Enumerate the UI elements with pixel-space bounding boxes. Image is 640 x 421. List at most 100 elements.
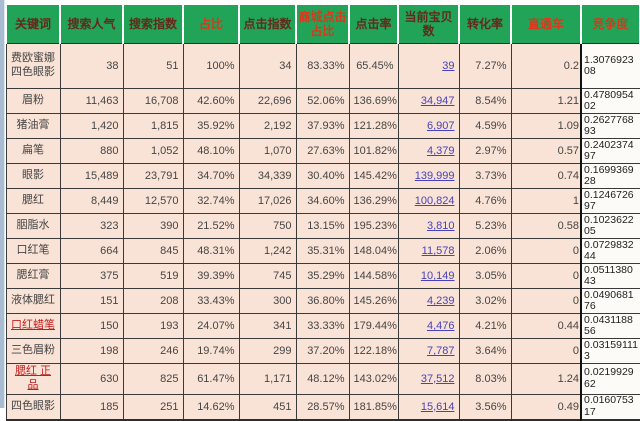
- cell-ratio: 35.92%: [182, 113, 240, 139]
- cell-items: 7,787: [397, 338, 460, 364]
- cell-search_idx: 519: [122, 263, 184, 289]
- item-count-link[interactable]: 100,824: [414, 195, 455, 207]
- cell-ctr: 145.42%: [348, 163, 399, 189]
- cell-search_pop: 150: [59, 313, 124, 339]
- keyword-link[interactable]: 口红蜡笔: [11, 319, 55, 332]
- cell-ratio: 42.60%: [182, 88, 240, 114]
- cell-search_idx: 1,052: [122, 138, 184, 164]
- item-count-link[interactable]: 4,239: [426, 295, 455, 307]
- item-count-link[interactable]: 7,787: [426, 345, 455, 357]
- item-count-link[interactable]: 3,810: [426, 220, 455, 232]
- table-header: 关键词 搜索人气 搜索指数 占比 点击指数 商城点击占比 点击率 当前宝贝数 转化率 直通车 竞争度: [5, 3, 640, 44]
- cell-mall_ratio: 35.29%: [295, 263, 350, 289]
- cell-click_idx: 451: [238, 393, 297, 420]
- cell-cvr: 5.23%: [458, 213, 512, 239]
- cell-competition: 0.051138043: [580, 263, 640, 289]
- cell-ctr: 179.44%: [348, 313, 399, 339]
- cell-search_idx: 193: [122, 313, 184, 339]
- cell-mall_ratio: 13.15%: [295, 213, 350, 239]
- cell-ratio: 32.74%: [182, 188, 240, 214]
- cell-mall_ratio: 28.57%: [295, 393, 350, 420]
- cell-mall_ratio: 37.20%: [295, 338, 350, 364]
- cell-ztc: 0.49: [510, 393, 582, 420]
- column-header-ratio: 占比: [182, 3, 240, 44]
- cell-mall_ratio: 83.33%: [295, 43, 350, 89]
- cell-search_idx: 12,570: [122, 188, 184, 214]
- item-count-link[interactable]: 4,379: [426, 145, 455, 157]
- cell-ztc: 1.09: [510, 113, 582, 139]
- cell-ratio: 48.31%: [182, 238, 240, 264]
- cell-items: 11,578: [397, 238, 460, 264]
- cell-search_idx: 251: [122, 393, 184, 420]
- cell-mall_ratio: 36.80%: [295, 288, 350, 314]
- cell-cvr: 4.21%: [458, 313, 512, 339]
- table-row: 胭脂水 323 390 21.52% 750 13.15% 195.23% 3,810 5.23…: [5, 213, 640, 239]
- cell-ctr: 148.04%: [348, 238, 399, 264]
- cell-keyword: 腮红: [5, 188, 61, 214]
- cell-keyword: 四色眼影: [5, 393, 61, 420]
- item-count-link[interactable]: 37,512: [420, 372, 455, 385]
- column-header-mall_ratio: 商城点击占比: [295, 3, 350, 44]
- cell-ratio: 100%: [182, 43, 240, 89]
- column-header-items: 当前宝贝数: [397, 3, 460, 44]
- table-row: 眉粉 11,463 16,708 42.60% 22,696 52.06% 136.69% 3…: [5, 88, 640, 114]
- cell-click_idx: 1,171: [238, 363, 297, 395]
- cell-competition: 0.169936928: [580, 163, 640, 189]
- item-count-link[interactable]: 34,947: [420, 95, 455, 107]
- cell-cvr: 3.64%: [458, 338, 512, 364]
- table-row: 四色眼影 185 251 14.62% 451 28.57% 181.85% 15,614 3.…: [5, 393, 640, 420]
- cell-ratio: 14.62%: [182, 393, 240, 420]
- column-header-competition: 竞争度: [580, 3, 640, 44]
- cell-cvr: 3.73%: [458, 163, 512, 189]
- cell-click_idx: 22,696: [238, 88, 297, 114]
- cell-mall_ratio: 33.33%: [295, 313, 350, 339]
- column-header-ctr: 点击率: [348, 3, 399, 44]
- cell-cvr: 3.56%: [458, 393, 512, 420]
- cell-keyword: 扁笔: [5, 138, 61, 164]
- cell-search_pop: 323: [59, 213, 124, 239]
- cell-competition: 0.124672697: [580, 188, 640, 214]
- cell-ztc: 1.21: [510, 88, 582, 114]
- cell-cvr: 4.76%: [458, 188, 512, 214]
- item-count-link[interactable]: 139,999: [414, 170, 455, 182]
- table-row: 腮红膏 375 519 39.39% 745 35.29% 144.58% 10,149 3.0…: [5, 263, 640, 289]
- cell-cvr: 3.02%: [458, 288, 512, 314]
- cell-cvr: 4.59%: [458, 113, 512, 139]
- cell-search_idx: 16,708: [122, 88, 184, 114]
- cell-ctr: 144.58%: [348, 263, 399, 289]
- item-count-link[interactable]: 15,614: [420, 400, 455, 413]
- cell-search_idx: 246: [122, 338, 184, 364]
- cell-competition: 0.102362205: [580, 213, 640, 239]
- keyword-link[interactable]: 腮红 正品: [14, 365, 52, 391]
- cell-search_idx: 825: [122, 363, 184, 395]
- cell-mall_ratio: 27.63%: [295, 138, 350, 164]
- cell-items: 139,999: [397, 163, 460, 189]
- cell-ztc: 0.44: [510, 313, 582, 339]
- cell-search_idx: 1,815: [122, 113, 184, 139]
- cell-search_pop: 375: [59, 263, 124, 289]
- cell-click_idx: 1,242: [238, 238, 297, 264]
- cell-competition: 0.240237497: [580, 138, 640, 164]
- table-row: 口红笔 664 845 48.31% 1,242 35.31% 148.04% 11,578 2…: [5, 238, 640, 264]
- column-header-keyword: 关键词: [5, 3, 61, 44]
- cell-ctr: 121.28%: [348, 113, 399, 139]
- column-header-search_idx: 搜索指数: [122, 3, 184, 44]
- item-count-link[interactable]: 10,149: [420, 270, 455, 282]
- cell-mall_ratio: 30.40%: [295, 163, 350, 189]
- cell-mall_ratio: 52.06%: [295, 88, 350, 114]
- cell-items: 100,824: [397, 188, 460, 214]
- item-count-link[interactable]: 39: [442, 60, 455, 72]
- cell-ratio: 24.07%: [182, 313, 240, 339]
- cell-search_idx: 390: [122, 213, 184, 239]
- cell-items: 10,149: [397, 263, 460, 289]
- item-count-link[interactable]: 4,476: [426, 320, 455, 332]
- cell-keyword: 口红蜡笔: [5, 313, 61, 339]
- cell-items: 6,907: [397, 113, 460, 139]
- header-row: 关键词 搜索人气 搜索指数 占比 点击指数 商城点击占比 点击率 当前宝贝数 转化率 直通车 竞争度: [5, 3, 640, 44]
- item-count-link[interactable]: 6,907: [426, 120, 455, 132]
- item-count-link[interactable]: 11,578: [421, 245, 455, 257]
- cell-ztc: 0: [510, 238, 582, 264]
- cell-ctr: 101.82%: [348, 138, 399, 164]
- cell-keyword: 口红笔: [5, 238, 61, 264]
- cell-search_pop: 198: [59, 338, 124, 364]
